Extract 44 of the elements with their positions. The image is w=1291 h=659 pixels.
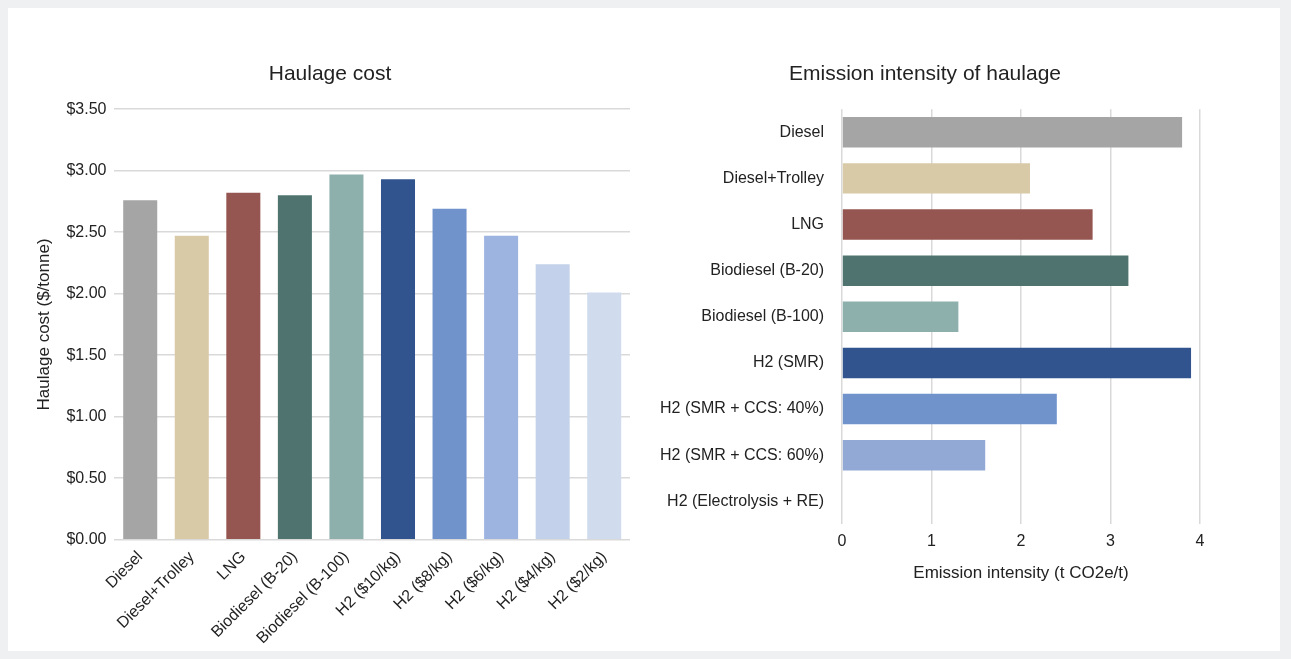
bar	[535, 264, 570, 539]
y-tick-label: H2 (SMR + CCS: 60%)	[659, 445, 825, 463]
y-tick-label: H2 (SMR + CCS: 40%)	[659, 399, 825, 417]
bar	[123, 200, 158, 539]
bar	[174, 235, 209, 539]
y-tick-label: $2.50	[66, 222, 107, 240]
bar	[587, 292, 622, 539]
x-tick-label: 2	[1016, 532, 1026, 550]
y-tick-label: $1.50	[66, 345, 107, 363]
bar	[226, 192, 261, 539]
bar	[842, 209, 1093, 240]
y-tick-label: Diesel	[779, 122, 825, 140]
bar	[329, 174, 364, 539]
x-tick-label: 3	[1106, 532, 1116, 550]
bar	[842, 301, 959, 333]
bar	[842, 347, 1192, 379]
y-tick-label: $0.00	[66, 530, 107, 548]
bar	[380, 179, 416, 539]
y-tick-label: $1.00	[66, 407, 107, 425]
y-tick-label: Diesel+Trolley	[722, 168, 825, 186]
y-tick-label: $3.50	[66, 99, 107, 117]
y-tick-label: Biodiesel (B-20)	[710, 261, 825, 279]
y-tick-label: LNG	[791, 214, 825, 232]
x-axis-title: Emission intensity (t CO2e/t)	[913, 563, 1129, 583]
y-tick-label: $2.00	[66, 284, 107, 302]
bar	[842, 439, 986, 471]
y-tick-label: $3.00	[66, 161, 107, 179]
bar	[484, 235, 519, 539]
y-tick-label: H2 (SMR)	[752, 353, 825, 371]
x-tick-label: 0	[837, 532, 847, 550]
x-tick-label: 1	[927, 532, 937, 550]
bar	[432, 208, 467, 539]
chart-title: Emission intensity of haulage	[789, 61, 1061, 85]
y-tick-label: $0.50	[66, 468, 107, 486]
y-axis-title: Haulage cost ($/tonne)	[33, 238, 53, 411]
bar	[842, 163, 1030, 194]
x-tick-label: 4	[1195, 532, 1205, 550]
y-tick-label: Biodiesel (B-100)	[701, 307, 825, 325]
bar	[842, 117, 1183, 148]
bar	[842, 393, 1057, 425]
chart-title: Haulage cost	[268, 61, 392, 85]
bar	[277, 195, 312, 539]
bar	[842, 255, 1129, 286]
y-tick-label: H2 (Electrolysis + RE)	[667, 491, 825, 509]
